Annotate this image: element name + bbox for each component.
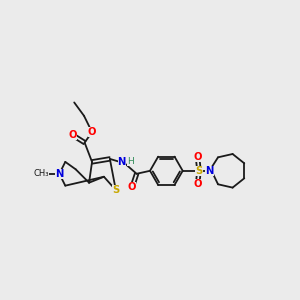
Text: N: N [205, 166, 214, 176]
Text: S: S [112, 185, 119, 195]
Text: O: O [68, 130, 77, 140]
Text: CH₃: CH₃ [33, 169, 49, 178]
Text: H: H [127, 158, 134, 166]
Text: O: O [193, 152, 202, 162]
Text: O: O [193, 179, 202, 189]
Text: O: O [128, 182, 136, 192]
Text: O: O [88, 127, 96, 137]
Text: N: N [118, 157, 126, 167]
Text: N: N [55, 169, 64, 179]
Text: S: S [195, 166, 203, 176]
